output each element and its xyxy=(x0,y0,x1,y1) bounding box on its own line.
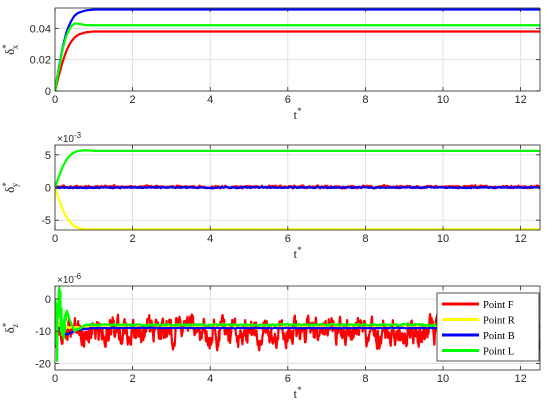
x-tick-label: 2 xyxy=(130,233,136,245)
x-tick-label: 12 xyxy=(514,94,526,106)
x-axis-label: t* xyxy=(293,245,302,261)
x-tick-label: 4 xyxy=(207,233,213,245)
legend: Point F Point R Point B Point L xyxy=(436,292,540,362)
y-axis-label: δ*x xyxy=(1,44,20,55)
x-tick-label: 2 xyxy=(130,94,136,106)
x-tick-label: 10 xyxy=(437,373,449,385)
x-axis-label: t* xyxy=(293,106,302,122)
y-axis-label: δ*z xyxy=(1,322,20,333)
x-tick-label: 0 xyxy=(52,373,58,385)
x-tick-label: 8 xyxy=(362,373,368,385)
y-tick-label: -5 xyxy=(41,215,51,227)
x-tick-label: 6 xyxy=(285,233,291,245)
x-tick-label: 8 xyxy=(362,94,368,106)
series-line-point-l xyxy=(55,22,540,91)
series-line-point-r xyxy=(55,187,540,230)
x-tick-label: 4 xyxy=(207,373,213,385)
series-line-point-l xyxy=(55,149,540,188)
chart-panel-2: 0 2 4 6 8 10 12-505×10-3t*δ*y xyxy=(1,131,541,261)
series-line-point-f xyxy=(55,30,540,91)
x-axis-label: t* xyxy=(293,385,302,401)
y-tick-label: -20 xyxy=(35,359,51,371)
legend-label: Point B xyxy=(483,331,515,342)
y-tick-label: 0 xyxy=(45,86,51,98)
chart-panel-3: 0 2 4 6 8 10 12 -20 -10 0 ×10-6 t* δ*z Point F Point R… xyxy=(1,272,541,401)
x-tick-label: 6 xyxy=(285,94,291,106)
x-tick-label: 10 xyxy=(437,233,449,245)
axis-exponent-label: ×10-6 xyxy=(57,272,82,286)
y-tick-label: -10 xyxy=(35,326,51,338)
y-tick-label: 0.02 xyxy=(30,55,51,67)
chart-panel-1: 0 2 4 6 8 10 12 0 0.02 0.04 t* δ*x xyxy=(1,7,541,122)
axis-exponent-label: ×10-3 xyxy=(57,131,82,145)
axes-box xyxy=(54,285,541,371)
x-tick-label: 0 xyxy=(52,233,58,245)
y-tick-label: 5 xyxy=(45,150,51,162)
series-line-point-b xyxy=(55,185,540,190)
y-tick-label: 0 xyxy=(45,294,51,306)
x-tick-label: 0 xyxy=(52,94,58,106)
axes-box xyxy=(54,7,541,92)
x-tick-label: 4 xyxy=(207,94,213,106)
x-tick-label: 2 xyxy=(130,373,136,385)
series-line-point-b xyxy=(55,8,540,91)
legend-label: Point R xyxy=(483,316,515,327)
x-tick-label: 12 xyxy=(514,233,526,245)
x-tick-label: 10 xyxy=(437,94,449,106)
y-tick-label: 0.04 xyxy=(30,23,51,35)
x-tick-label: 8 xyxy=(362,233,368,245)
legend-label: Point L xyxy=(483,347,514,358)
y-tick-label: 0 xyxy=(45,183,51,195)
x-tick-label: 12 xyxy=(514,373,526,385)
legend-label: Point F xyxy=(483,300,514,311)
x-tick-label: 6 xyxy=(285,373,291,385)
y-axis-label: δ*y xyxy=(1,182,20,193)
